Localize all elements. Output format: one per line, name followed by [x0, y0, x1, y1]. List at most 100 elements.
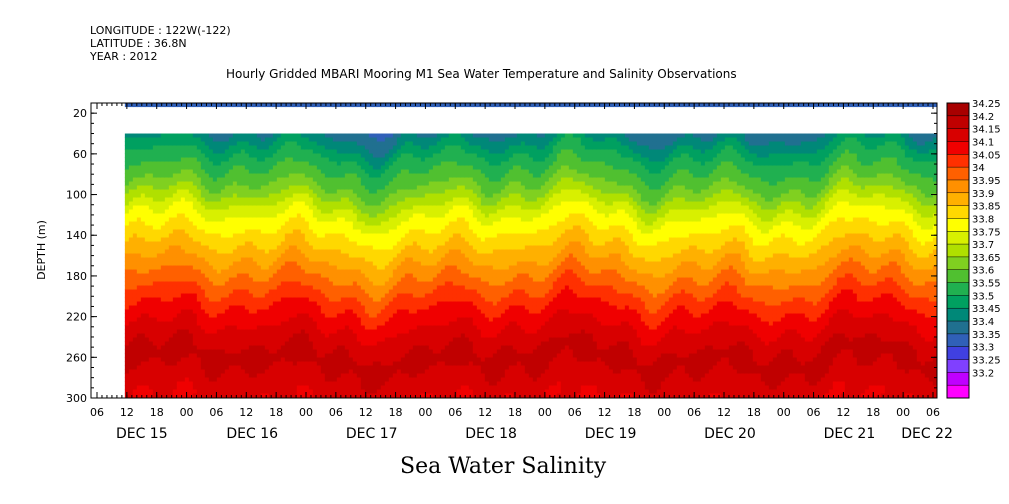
colorbar-swatch: [947, 167, 969, 181]
latitude-label: LATITUDE : 36.8N: [90, 37, 187, 50]
colorbar-swatch: [947, 128, 969, 142]
x-tick-label: 18: [747, 406, 761, 419]
colorbar-swatch: [947, 333, 969, 347]
x-tick-label: 06: [448, 406, 462, 419]
x-day-label: DEC 19: [585, 426, 637, 442]
y-tick-label: 100: [66, 189, 87, 202]
colorbar-label: 34: [972, 163, 985, 174]
colorbar-swatch: [947, 346, 969, 360]
x-tick-label: 12: [239, 406, 253, 419]
x-tick-label: 00: [180, 406, 194, 419]
y-tick-label: 220: [66, 311, 87, 324]
colorbar-label: 34.1: [972, 137, 994, 148]
x-day-label: DEC 17: [346, 426, 398, 442]
x-tick-label: 06: [90, 406, 104, 419]
x-tick-label: 00: [657, 406, 671, 419]
longitude-label: LONGITUDE : 122W(-122): [90, 24, 231, 37]
x-tick-label: 18: [866, 406, 880, 419]
x-tick-label: 00: [777, 406, 791, 419]
colorbar-label: 33.25: [972, 356, 1001, 367]
y-tick-label: 180: [66, 270, 87, 283]
colorbar-swatch: [947, 269, 969, 283]
colorbar-label: 34.15: [972, 125, 1001, 136]
colorbar-swatch: [947, 295, 969, 309]
colorbar-label: 33.3: [972, 343, 994, 354]
colorbar-swatch: [947, 218, 969, 232]
x-day-label: DEC 20: [704, 426, 756, 442]
x-tick-label: 12: [836, 406, 850, 419]
heatmap-area: [91, 103, 937, 398]
colorbar-label: 33.95: [972, 176, 1001, 187]
x-tick-label: 06: [807, 406, 821, 419]
colorbar-label: 33.35: [972, 330, 1001, 341]
colorbar-label: 34.25: [972, 99, 1001, 110]
x-tick-label: 12: [120, 406, 134, 419]
y-axis-label: DEPTH (m): [35, 220, 48, 280]
colorbar-swatch: [947, 115, 969, 129]
x-tick-label: 06: [926, 406, 940, 419]
colorbar-swatch: [947, 244, 969, 258]
x-tick-label: 00: [538, 406, 552, 419]
x-tick-label: 18: [627, 406, 641, 419]
year-label: YEAR : 2012: [90, 50, 158, 63]
chart-title: Hourly Gridded MBARI Mooring M1 Sea Wate…: [226, 67, 737, 81]
colorbar-swatch: [947, 179, 969, 194]
colorbar-swatch: [947, 103, 969, 117]
x-tick-label: 18: [269, 406, 283, 419]
x-tick-label: 06: [687, 406, 701, 419]
x-tick-label: 18: [508, 406, 522, 419]
y-tick-label: 260: [66, 351, 87, 364]
x-day-label: DEC 22: [901, 426, 953, 442]
x-tick-label: 12: [598, 406, 612, 419]
x-day-label: DEC 18: [465, 426, 517, 442]
colorbar-swatch: [947, 282, 969, 296]
variable-label: Sea Water Salinity: [400, 454, 607, 479]
x-tick-label: 06: [209, 406, 223, 419]
colorbar-label: 33.85: [972, 202, 1001, 213]
colorbar: 34.2534.234.1534.134.053433.9533.933.853…: [946, 99, 1001, 399]
x-tick-label: 00: [896, 406, 910, 419]
colorbar-label: 34.2: [972, 112, 994, 123]
y-tick-label: 20: [73, 107, 87, 120]
colorbar-swatch: [947, 192, 969, 206]
colorbar-label: 33.6: [972, 266, 994, 277]
x-tick-label: 12: [717, 406, 731, 419]
x-day-label: DEC 15: [116, 426, 168, 442]
colorbar-label: 33.5: [972, 291, 994, 302]
colorbar-swatch: [947, 385, 969, 399]
x-tick-label: 18: [389, 406, 403, 419]
colorbar-label: 33.65: [972, 253, 1001, 264]
colorbar-swatch: [947, 231, 969, 245]
x-tick-label: 06: [568, 406, 582, 419]
x-tick-label: 00: [418, 406, 432, 419]
x-tick-label: 12: [478, 406, 492, 419]
colorbar-swatch: [947, 359, 969, 373]
colorbar-swatch: [947, 321, 969, 335]
x-day-label: DEC 21: [824, 426, 876, 442]
x-tick-label: 18: [150, 406, 164, 419]
colorbar-label: 33.9: [972, 189, 994, 200]
colorbar-label: 33.2: [972, 368, 994, 379]
y-tick-label: 60: [73, 148, 87, 161]
x-tick-label: 00: [299, 406, 313, 419]
colorbar-label: 33.4: [972, 317, 994, 328]
colorbar-label: 33.75: [972, 227, 1001, 238]
colorbar-swatch: [947, 308, 969, 322]
x-tick-label: 06: [329, 406, 343, 419]
colorbar-swatch: [947, 205, 969, 219]
colorbar-swatch: [947, 154, 969, 168]
colorbar-label: 33.45: [972, 304, 1001, 315]
colorbar-label: 33.55: [972, 279, 1001, 290]
colorbar-swatch: [947, 372, 969, 386]
colorbar-label: 33.7: [972, 240, 994, 251]
y-tick-label: 140: [66, 229, 87, 242]
y-tick-label: 300: [66, 392, 87, 405]
colorbar-swatch: [947, 141, 969, 155]
colorbar-label: 34.05: [972, 150, 1001, 161]
colorbar-label: 33.8: [972, 214, 994, 225]
x-tick-label: 12: [359, 406, 373, 419]
plot-frame: [90, 102, 938, 399]
x-day-label: DEC 16: [226, 426, 278, 442]
